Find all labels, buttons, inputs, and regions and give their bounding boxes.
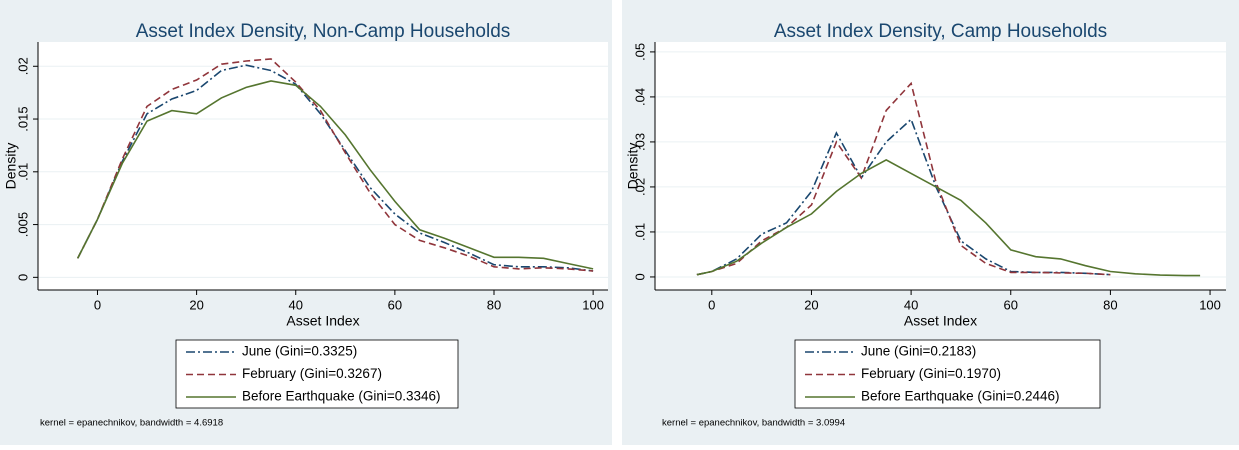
legend-label: June (Gini=0.3325): [242, 344, 357, 359]
x-tick-label: 0: [94, 297, 101, 312]
x-tick-label: 40: [289, 297, 303, 312]
plot-area: [38, 42, 608, 290]
legend-label: Before Earthquake (Gini=0.2446): [861, 389, 1060, 404]
x-axis-title: Asset Index: [904, 313, 977, 329]
chart-note: kernel = epanechnikov, bandwidth = 4.691…: [40, 418, 223, 429]
chart-note: kernel = epanechnikov, bandwidth = 3.099…: [662, 418, 845, 429]
density-line: [696, 81, 1111, 276]
y-tick-label: .04: [632, 88, 647, 106]
y-tick-label: 0: [632, 273, 647, 280]
legend-label: June (Gini=0.2183): [861, 344, 976, 359]
y-tick-label: .02: [15, 57, 30, 75]
y-tick-label: .01: [15, 163, 30, 181]
y-tick-label: .05: [632, 43, 647, 61]
y-tick-label: .01: [632, 223, 647, 241]
x-axis-title: Asset Index: [286, 313, 359, 329]
y-axis-title: Density: [625, 143, 641, 190]
x-tick-label: 80: [487, 297, 501, 312]
legend-label: February (Gini=0.1970): [861, 366, 1001, 381]
y-axis-title: Density: [3, 143, 19, 190]
density-line: [696, 158, 1201, 277]
legend-label: Before Earthquake (Gini=0.3346): [242, 389, 441, 404]
x-tick-label: 20: [804, 297, 818, 312]
density-line: [76, 80, 594, 270]
density-line: [76, 58, 594, 272]
x-tick-label: 20: [189, 297, 203, 312]
chart-panel: Asset Index Density, Camp Households 0 .01…: [622, 0, 1239, 445]
plot-area: [655, 42, 1226, 290]
x-tick-label: 100: [582, 297, 604, 312]
x-tick-label: 60: [1004, 297, 1018, 312]
x-tick-label: 100: [1199, 297, 1221, 312]
chart-panel: Asset Index Density, Non-Camp Households…: [0, 0, 612, 445]
density-line: [696, 118, 1111, 276]
x-tick-label: 80: [1103, 297, 1117, 312]
x-tick-label: 40: [904, 297, 918, 312]
chart-title: Asset Index Density, Non-Camp Households: [136, 21, 511, 42]
chart-title: Asset Index Density, Camp Households: [774, 21, 1107, 42]
x-tick-label: 60: [388, 297, 402, 312]
y-tick-label: .02: [632, 178, 647, 196]
y-tick-label: .015: [15, 106, 30, 131]
y-tick-label: .03: [632, 133, 647, 151]
x-tick-label: 0: [708, 297, 715, 312]
legend-label: February (Gini=0.3267): [242, 366, 382, 381]
y-tick-label: .005: [15, 212, 30, 237]
y-tick-label: 0: [15, 274, 30, 281]
